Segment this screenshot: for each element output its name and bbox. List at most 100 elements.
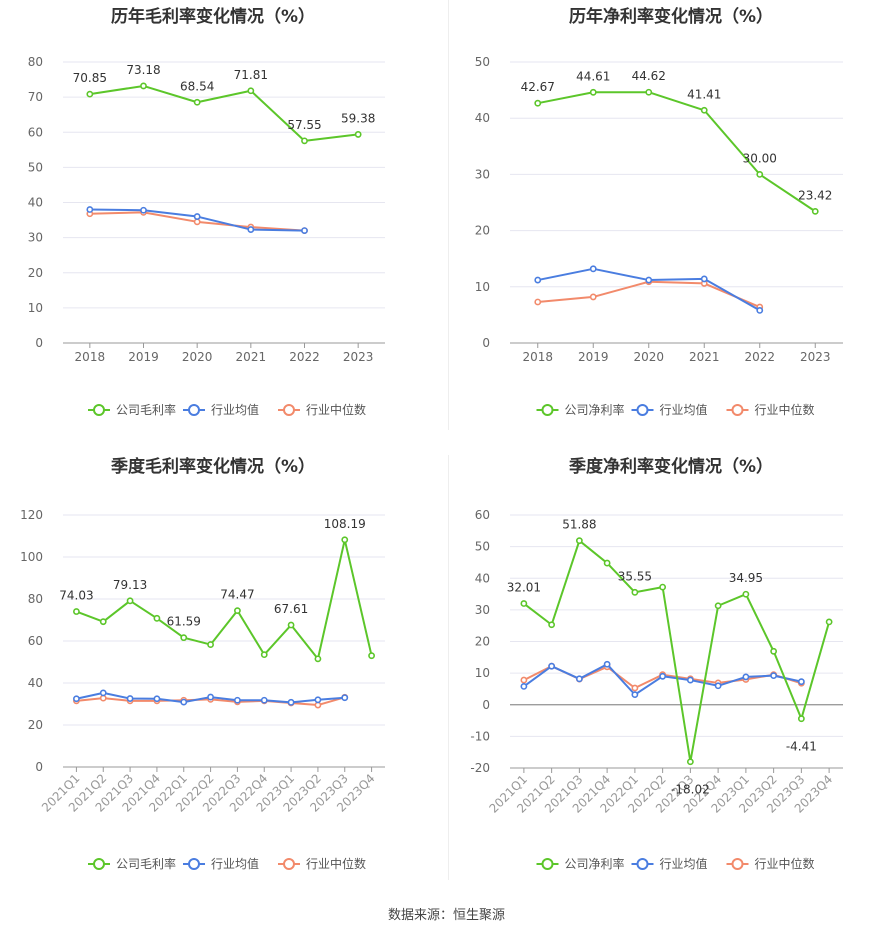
y-tick-label: 120 <box>20 508 43 522</box>
y-tick-label: 20 <box>475 224 490 238</box>
legend-label: 公司净利率 <box>565 402 625 417</box>
data-point-median <box>314 701 322 709</box>
data-point-avg <box>193 213 201 220</box>
legend-label: 公司净利率 <box>565 856 625 871</box>
legend-marker <box>93 404 105 416</box>
data-point-median <box>534 298 542 306</box>
data-point-median <box>589 293 597 301</box>
legend-item-company: 公司毛利率 <box>88 402 176 417</box>
y-tick-label: -10 <box>470 729 490 743</box>
legend-label: 行业均值 <box>211 402 259 417</box>
legend-item-median: 行业中位数 <box>726 402 815 417</box>
legend-label: 行业均值 <box>660 402 708 417</box>
data-point-avg <box>742 673 750 681</box>
data-point-median <box>99 694 107 702</box>
data-point-avg <box>645 276 653 284</box>
data-point-company <box>180 634 188 642</box>
x-tick-label: 2023 <box>343 350 374 364</box>
series-line-company <box>76 538 373 660</box>
data-point-company <box>99 618 107 626</box>
y-tick-label: 50 <box>475 55 490 69</box>
data-point-company <box>153 614 161 622</box>
y-tick-label: 10 <box>28 301 43 315</box>
data-point-avg <box>314 696 322 704</box>
y-tick-label: 20 <box>475 635 490 649</box>
y-tick-label: 60 <box>28 634 43 648</box>
data-point-avg <box>207 693 214 701</box>
legend-label: 行业均值 <box>660 856 708 871</box>
chart-title: 季度毛利率变化情况（%） <box>111 456 315 477</box>
legend-marker <box>731 404 744 416</box>
data-point-median <box>631 684 639 692</box>
data-label: 35.55 <box>618 569 652 583</box>
data-label: 41.41 <box>687 87 721 101</box>
data-point-company <box>797 715 805 723</box>
legend-marker <box>636 404 649 416</box>
y-tick-label: 10 <box>475 666 490 680</box>
x-tick-label: 2018 <box>522 350 553 364</box>
legend-label: 行业均值 <box>211 856 259 871</box>
legend-marker <box>188 404 200 416</box>
legend-label: 行业中位数 <box>306 856 366 871</box>
x-tick-label: 2021 <box>236 350 267 364</box>
data-point-avg <box>603 660 611 668</box>
annual-net-margin-chart: 历年净利率变化情况（%） 0 10 20 30 40 50 2018 2019 2020 2021 2… <box>475 6 843 417</box>
y-tick-label: 40 <box>475 571 490 585</box>
data-point-avg <box>714 682 722 690</box>
data-point-avg <box>180 698 188 706</box>
y-tick-label: 0 <box>35 760 43 774</box>
data-point-avg <box>247 226 255 233</box>
data-source-note: 数据来源：恒生聚源 <box>387 908 505 923</box>
legend-item-company: 公司净利率 <box>536 402 625 417</box>
annual-gross-margin-chart: 历年毛利率变化情况（%） 0 10 20 30 40 50 60 70 80 2018 2019 202… <box>28 6 385 417</box>
data-point-avg <box>797 678 805 686</box>
data-point-company <box>260 651 268 659</box>
data-point-company <box>700 106 708 114</box>
y-tick-label: 30 <box>28 231 43 245</box>
x-tick-label: 2018 <box>75 350 106 364</box>
legend-item-company: 公司毛利率 <box>88 856 176 871</box>
data-point-avg <box>700 275 708 283</box>
data-point-median <box>520 676 528 684</box>
series-line-avg <box>537 267 761 312</box>
y-tick-label: 60 <box>28 125 43 139</box>
series-line-company <box>89 84 359 142</box>
legend-marker <box>636 858 649 870</box>
data-point-company <box>631 588 639 596</box>
y-tick-label: 40 <box>475 111 490 125</box>
data-point-company <box>314 655 322 663</box>
y-tick-label: -20 <box>470 761 490 775</box>
x-tick-label: 2022 <box>744 350 775 364</box>
legend-marker <box>731 858 744 870</box>
data-point-avg <box>686 676 694 684</box>
series-line-median <box>537 280 761 308</box>
data-label: -18.02 <box>671 783 710 797</box>
y-tick-label: 20 <box>28 718 43 732</box>
legend-marker <box>283 404 295 416</box>
data-point-company <box>86 90 94 98</box>
data-point-avg <box>659 672 667 680</box>
legend-label: 公司毛利率 <box>116 402 176 417</box>
data-point-company <box>686 758 694 766</box>
data-label: 57.55 <box>287 118 321 132</box>
y-tick-label: 0 <box>482 698 490 712</box>
data-label: 32.01 <box>507 581 541 595</box>
data-point-company <box>811 207 819 215</box>
y-tick-label: 50 <box>28 160 43 174</box>
legend-label: 行业中位数 <box>755 856 815 871</box>
data-label: 23.42 <box>798 188 832 202</box>
x-tick-label: 2022 <box>289 350 320 364</box>
data-point-avg <box>73 695 80 703</box>
x-tick-label: 2019 <box>578 350 609 364</box>
legend-marker <box>541 404 554 416</box>
data-label: 59.38 <box>341 111 375 125</box>
data-point-avg <box>575 675 583 683</box>
legend-label: 公司毛利率 <box>116 856 176 871</box>
data-label: 71.81 <box>234 68 268 82</box>
data-point-company <box>645 88 653 96</box>
data-point-avg <box>126 695 134 702</box>
data-label: 42.67 <box>521 80 555 94</box>
series-line-company <box>523 539 831 763</box>
x-tick-label: 2020 <box>633 350 664 364</box>
